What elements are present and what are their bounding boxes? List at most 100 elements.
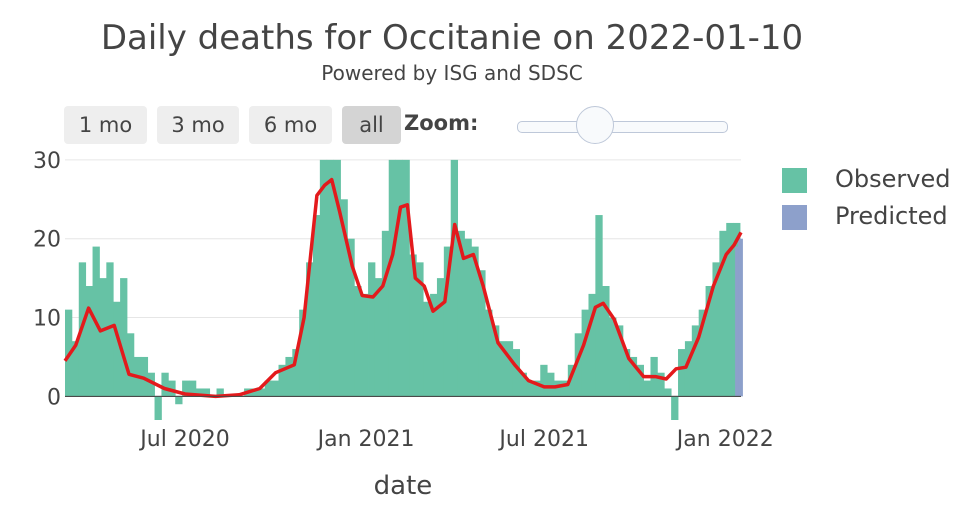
bar-observed <box>319 159 328 397</box>
bar-observed <box>285 356 293 397</box>
bar-observed <box>540 364 548 397</box>
bar-observed <box>161 372 169 397</box>
chart-title: Daily deaths for Occitanie on 2022-01-10 <box>100 18 804 58</box>
bar-observed <box>120 278 128 397</box>
range-button-1mo[interactable]: 1 mo <box>64 106 147 144</box>
zoom-slider-thumb[interactable] <box>576 106 614 144</box>
bar-observed <box>340 199 348 397</box>
axes: 0 10 20 30 Jul 2020 Jan 2021 Jul 2021 Jan 2022 <box>33 149 774 452</box>
range-button-3mo[interactable]: 3 mo <box>157 106 239 144</box>
y-tick-label: 30 <box>33 149 61 174</box>
bar-observed <box>292 349 300 397</box>
bar-observed <box>443 246 452 397</box>
bar-observed <box>678 349 686 397</box>
bar-predicted <box>735 246 739 397</box>
bar-observed <box>333 159 341 397</box>
legend-label-observed: Observed <box>835 165 951 193</box>
bar-observed <box>154 396 162 420</box>
x-axis-label: date <box>374 471 433 501</box>
bar-observed <box>533 380 541 397</box>
bar-observed <box>126 333 135 397</box>
bar-observed <box>643 380 651 397</box>
bar-observed <box>202 388 211 397</box>
bar-observed <box>106 262 114 397</box>
legend-label-predicted: Predicted <box>835 202 948 230</box>
bar-observed <box>374 278 383 397</box>
bar-observed <box>457 230 465 397</box>
zoom-slider-track[interactable] <box>517 121 728 133</box>
bar-observed <box>430 293 438 397</box>
bar-observed <box>326 159 335 397</box>
bar-observed <box>636 364 644 397</box>
bar-observed <box>450 159 459 397</box>
chart-subtitle: Powered by ISG and SDSC <box>321 61 583 85</box>
bar-observed <box>705 286 713 397</box>
bar-observed <box>519 372 527 397</box>
bar-observed <box>719 230 727 397</box>
bar-observed <box>664 388 672 397</box>
bar-observed <box>671 396 679 420</box>
bar-observed <box>188 380 197 397</box>
bar-observed <box>395 159 403 397</box>
bar-observed <box>492 325 500 397</box>
bar-observed <box>505 341 514 397</box>
bar-observed <box>388 159 397 397</box>
bar-observed <box>436 278 445 397</box>
y-tick-label: 10 <box>33 307 61 332</box>
bar-observed <box>712 262 720 397</box>
y-tick-label: 0 <box>47 385 61 410</box>
bar-predicted <box>738 238 741 397</box>
bar-observed <box>423 301 431 397</box>
bar-observed <box>691 325 700 397</box>
bar-predicted <box>740 238 743 397</box>
bar-observed <box>271 380 279 397</box>
bar-observed <box>616 325 624 397</box>
bar-observed <box>574 333 582 397</box>
bar-observed <box>278 364 286 397</box>
bar-observed <box>299 309 307 397</box>
x-tick-label: Jul 2020 <box>138 427 230 452</box>
bar-observed <box>175 396 183 405</box>
bar-observed <box>622 349 631 397</box>
bar-observed <box>195 388 204 397</box>
bar-observed <box>609 317 617 397</box>
bar-observed <box>250 388 259 397</box>
legend-swatch-predicted <box>782 205 807 230</box>
bar-observed <box>402 159 410 397</box>
bar-observed <box>547 372 555 397</box>
bar-observed <box>71 341 80 397</box>
range-button-6mo[interactable]: 6 mo <box>249 106 332 144</box>
bar-observed <box>684 341 693 397</box>
bar-observed <box>354 286 362 397</box>
bar-observed <box>512 349 521 397</box>
bar-observed <box>113 301 121 397</box>
range-button-all[interactable]: all <box>342 106 401 144</box>
bar-observed <box>409 254 417 397</box>
bar-observed <box>361 293 369 397</box>
bar-observed <box>478 270 486 397</box>
bar-observed <box>264 380 273 397</box>
bar-observed <box>312 215 321 397</box>
bar-observed <box>368 262 376 397</box>
bar-observed <box>85 286 93 397</box>
bar-observed <box>182 380 190 397</box>
bar-observed <box>588 293 596 397</box>
x-tick-label: Jan 2022 <box>675 427 774 452</box>
x-tick-label: Jan 2021 <box>316 427 415 452</box>
bar-observed <box>147 372 155 397</box>
bar-observed <box>347 238 355 397</box>
bar-observed <box>99 278 107 397</box>
bar-observed <box>168 380 176 397</box>
y-tick-label: 20 <box>33 228 61 253</box>
legend-swatch-observed <box>782 168 807 193</box>
bar-observed <box>657 372 665 397</box>
bar-observed <box>416 262 424 397</box>
bar-observed <box>554 380 562 397</box>
bar-observed <box>629 356 638 397</box>
bars <box>65 159 743 420</box>
bar-observed <box>526 380 534 397</box>
bar-observed <box>471 246 479 397</box>
bar-observed <box>381 230 390 397</box>
bar-observed <box>306 262 314 397</box>
